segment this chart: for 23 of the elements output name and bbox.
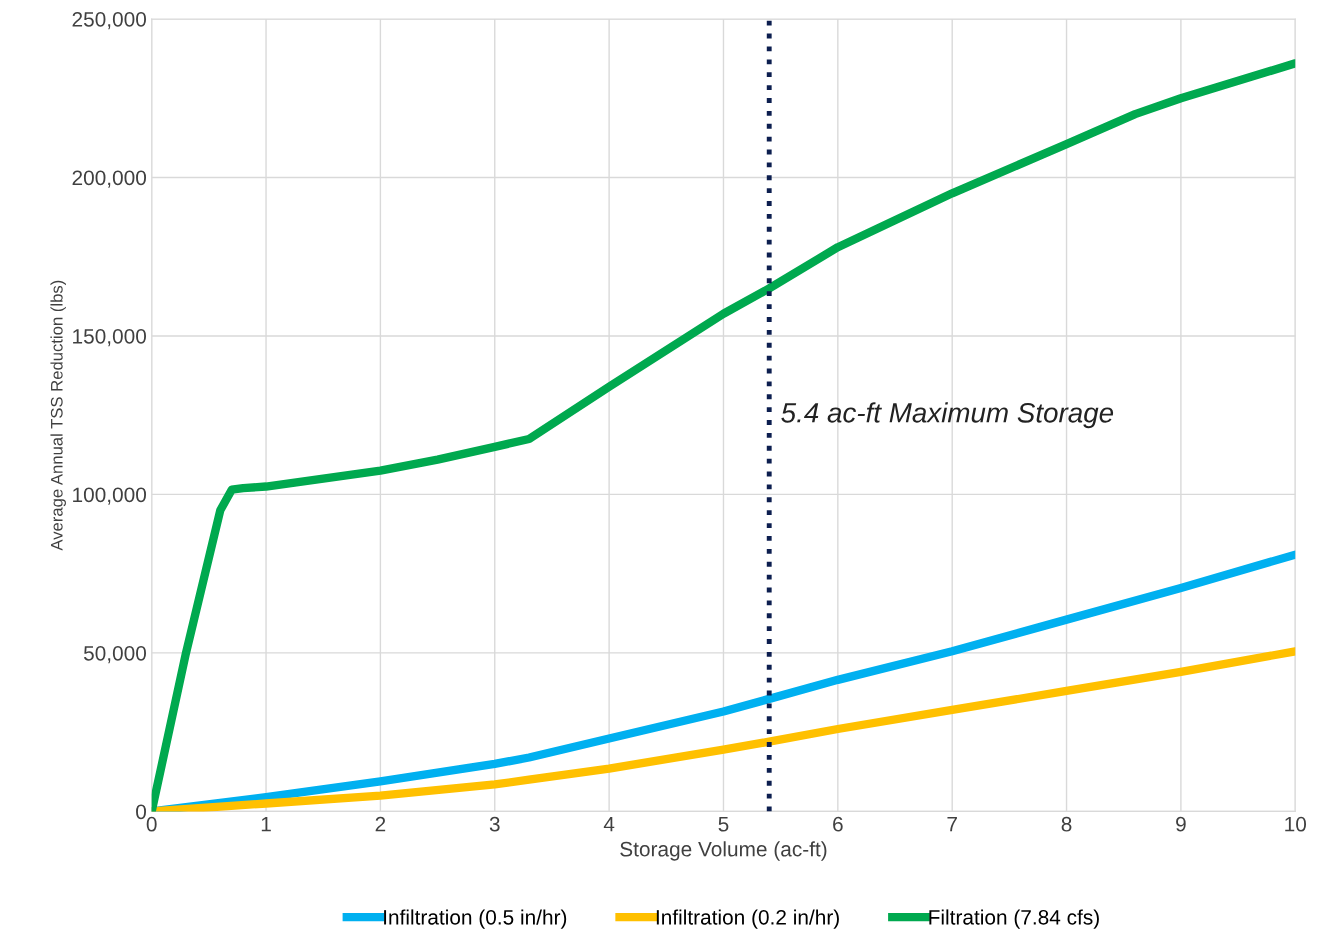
legend-label: Infiltration (0.2 in/hr) <box>656 909 839 929</box>
legend-label: Filtration (7.84 cfs) <box>929 909 1099 929</box>
y-tick-label: 100,000 <box>73 487 147 505</box>
y-tick-label: 150,000 <box>73 328 147 347</box>
y-tick-label: 0 <box>136 804 147 820</box>
x-tick-label: 8 <box>1061 816 1072 832</box>
y-axis-title: Average Annual TSS Reduction (lbs) <box>50 280 66 551</box>
y-tick-label: 200,000 <box>72 170 147 188</box>
legend-label: Infiltration (0.5 in/hr) <box>384 909 567 929</box>
x-tick-label: 10 <box>1285 816 1307 832</box>
x-tick-label: 9 <box>1176 816 1186 832</box>
y-tick-label: 250,000 <box>72 11 147 30</box>
x-tick-label: 7 <box>947 817 957 832</box>
y-tick-label: 50,000 <box>83 645 147 664</box>
x-tick-label: 4 <box>603 817 615 832</box>
x-tick-label: 5 <box>718 817 729 832</box>
ref-line-label: 5.4 ac-ft Maximum Storage <box>781 402 1114 429</box>
x-axis-title: Storage Volume (ac-ft) <box>620 841 827 861</box>
x-tick-label: 0 <box>146 816 157 832</box>
x-tick-label: 3 <box>489 816 500 832</box>
x-tick-label: 1 <box>261 817 271 832</box>
x-tick-label: 6 <box>833 816 843 832</box>
x-tick-label: 2 <box>375 816 386 832</box>
